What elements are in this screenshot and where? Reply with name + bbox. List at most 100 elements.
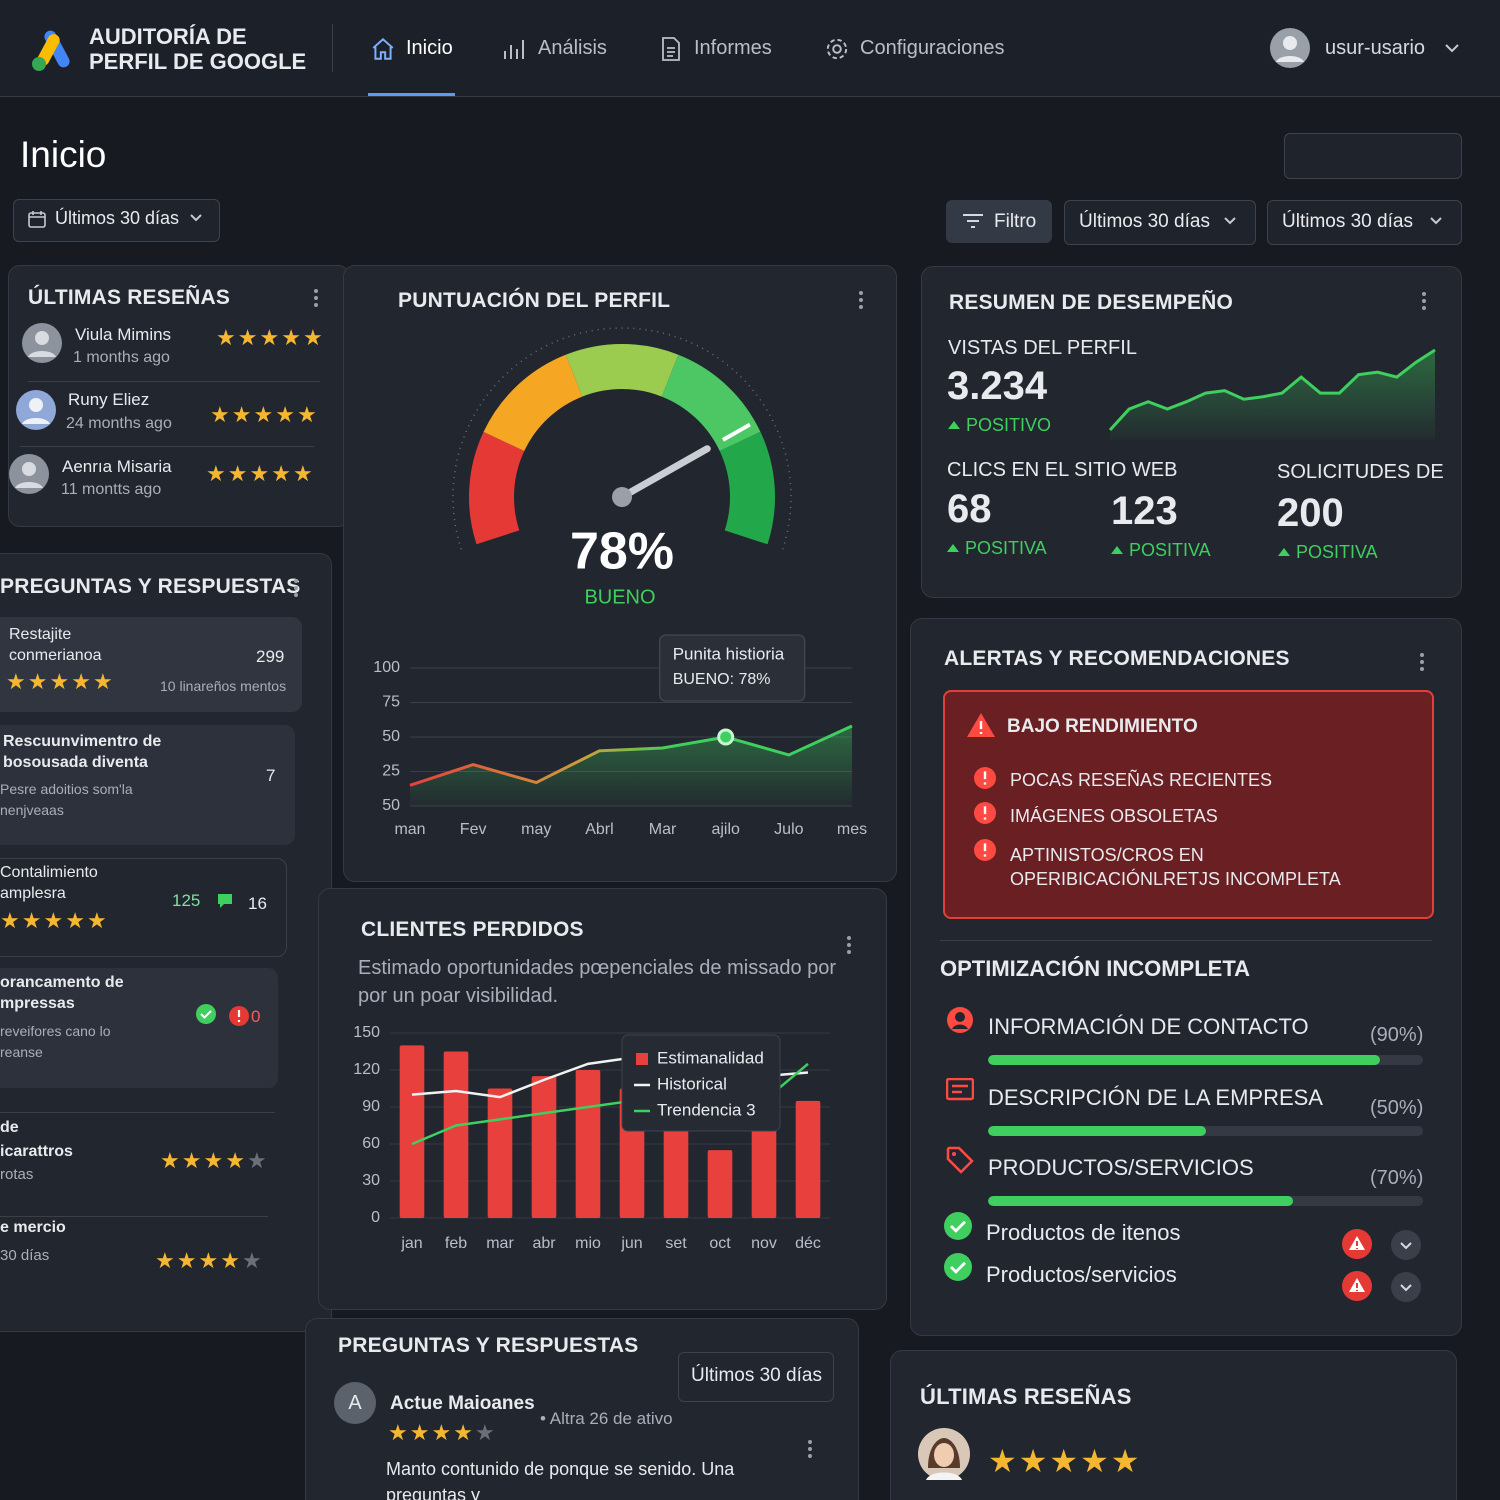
question-note: Pesre adoitios som'la nenjveaas: [0, 781, 133, 818]
card-title: ÚLTIMAS RESEÑAS: [920, 1384, 1132, 1409]
home-icon: [372, 37, 394, 60]
separator: [28, 381, 320, 382]
progress-label: DESCRIPCIÓN DE LA EMPRESA: [988, 1085, 1323, 1110]
star: ★: [292, 461, 315, 486]
alert-item: POCAS RESEÑAS RECIENTES: [1010, 770, 1273, 790]
question-note: rotas: [0, 1166, 34, 1183]
metric-value: 3.234: [947, 364, 1048, 408]
separator: [0, 1112, 275, 1113]
rating: ★★★★★: [0, 908, 109, 934]
filter-icon: [963, 214, 983, 228]
metric-value: 68: [947, 487, 992, 531]
nav-item[interactable]: Inicio: [406, 37, 453, 59]
menu-dots[interactable]: [1418, 652, 1426, 672]
star: ★: [259, 325, 282, 350]
trend-arrow: [1111, 546, 1123, 554]
menu-dots[interactable]: [845, 935, 853, 955]
nav-item[interactable]: Análisis: [538, 37, 607, 59]
logo: [32, 30, 70, 71]
menu-dots[interactable]: [312, 288, 320, 308]
question-title: orancamento de mpressas: [0, 974, 124, 1012]
avatar: [22, 323, 62, 363]
progress-percent: (50%): [1370, 1097, 1424, 1119]
chat-icon: [218, 894, 232, 908]
alert-icon: [229, 1006, 249, 1026]
filter-label[interactable]: Filtro: [994, 211, 1037, 232]
alert-box: [943, 690, 1434, 919]
star: ★: [409, 1420, 432, 1445]
lost-clients-card: [318, 888, 887, 1310]
date-range[interactable]: Últimos 30 días: [55, 208, 180, 228]
star: ★: [227, 461, 250, 486]
star: ★: [474, 1420, 497, 1445]
progress-label: PRODUCTOS/SERVICIOS: [988, 1155, 1254, 1180]
alert-icon: [974, 839, 996, 861]
star: ★: [176, 1248, 199, 1273]
question-item[interactable]: [0, 725, 295, 845]
range-label[interactable]: Últimos 30 días: [1079, 211, 1210, 232]
trend-arrow: [948, 421, 960, 429]
metric-label: VISTAS DEL PERFIL: [948, 337, 1137, 359]
question-note: reveifores cano lo reanse: [0, 1023, 111, 1060]
expand-button[interactable]: [1391, 1230, 1421, 1260]
user-avatar[interactable]: [1270, 28, 1310, 68]
metric-trend: POSITIVO: [966, 415, 1052, 435]
star: ★: [281, 325, 303, 350]
star: ★: [206, 461, 228, 486]
alert-title: BAJO RENDIMIENTO: [1007, 716, 1198, 737]
question-item[interactable]: [0, 858, 287, 957]
chevron: [1445, 44, 1459, 53]
filter-button[interactable]: [946, 200, 1052, 243]
range-button[interactable]: [678, 1352, 834, 1402]
range-label[interactable]: Últimos 30 días: [1282, 211, 1413, 232]
menu-dots[interactable]: [857, 290, 865, 310]
menu-dots[interactable]: [292, 578, 300, 598]
star: ★: [210, 402, 232, 427]
star: ★: [231, 402, 254, 427]
user-name[interactable]: usur-usario: [1325, 37, 1426, 59]
menu-dots[interactable]: [806, 1438, 814, 1460]
question-item[interactable]: [0, 968, 278, 1088]
star: ★: [1049, 1443, 1081, 1479]
alert-item: APTINISTOS/CROS EN OPERIBICACIÓNLRETJS I…: [1010, 845, 1341, 889]
progress-label: INFORMACIÓN DE CONTACTO: [988, 1014, 1309, 1039]
alert-icon: [974, 802, 996, 824]
star: ★: [988, 1443, 1019, 1479]
question-item[interactable]: [0, 617, 302, 712]
nav-item[interactable]: Informes: [694, 37, 772, 59]
report-icon: [662, 37, 680, 61]
card-title: ALERTAS Y RECOMENDACIONES: [944, 647, 1290, 670]
nav-item[interactable]: Configuraciones: [860, 37, 1005, 59]
expand-button[interactable]: [1391, 1272, 1421, 1302]
search-box[interactable]: [1284, 133, 1462, 179]
date-button[interactable]: [13, 199, 220, 242]
warning-badge[interactable]: [1342, 1271, 1372, 1301]
warning-badge[interactable]: [1342, 1229, 1372, 1259]
rating: ★★★★★: [6, 669, 115, 695]
rating: ★★★★★: [216, 325, 325, 351]
star: ★: [1080, 1443, 1111, 1479]
menu-dots[interactable]: [1420, 291, 1428, 311]
star: ★: [388, 1420, 410, 1445]
reviewer-name: Runy Eliez: [68, 390, 150, 409]
bottom-reviews-card: [890, 1350, 1457, 1500]
star: ★: [249, 461, 272, 486]
star: ★: [220, 1248, 242, 1273]
star: ★: [49, 669, 72, 694]
star: ★: [296, 402, 319, 427]
separator: [940, 940, 1432, 941]
separator: [20, 446, 314, 447]
question-title: Contalimiento amplesra: [0, 864, 98, 902]
separator: [0, 1216, 268, 1217]
range-button[interactable]: [1064, 200, 1256, 245]
star: ★: [155, 1248, 177, 1273]
calendar-icon: [28, 211, 46, 228]
trend-arrow: [947, 544, 959, 552]
range-label[interactable]: Últimos 30 días: [691, 1365, 822, 1386]
star: ★: [71, 669, 93, 694]
star: ★: [237, 325, 260, 350]
question-note: 10 linareños mentos: [160, 678, 287, 694]
progress-bar: [988, 1055, 1380, 1065]
range-button[interactable]: [1267, 200, 1462, 245]
